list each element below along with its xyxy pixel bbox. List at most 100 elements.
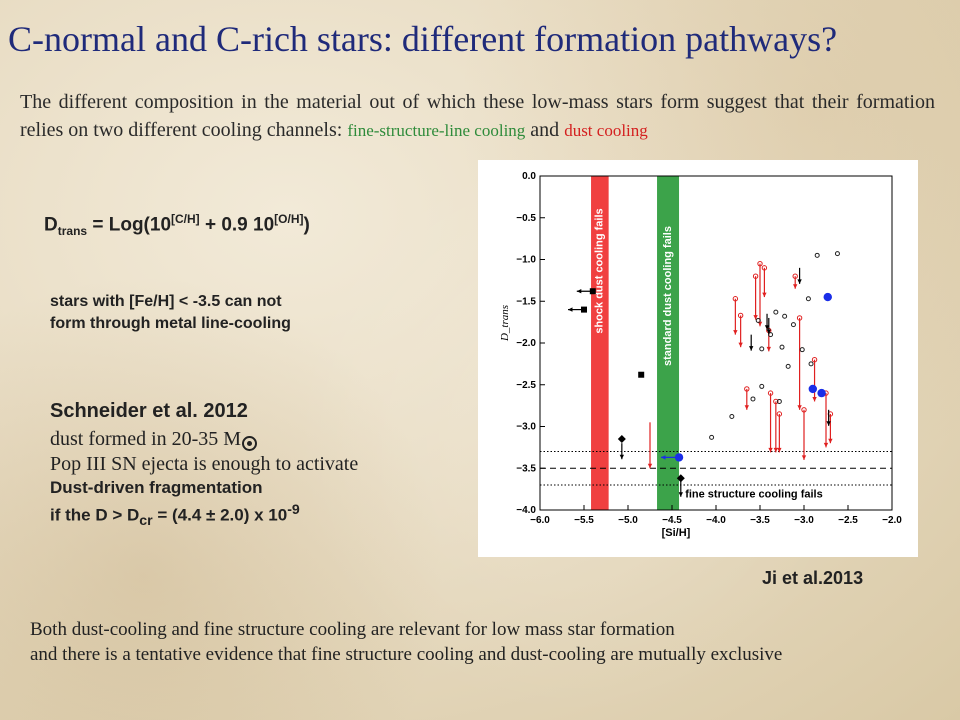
threshold-label: fine structure cooling fails — [685, 488, 823, 500]
y-tick-label: −1.5 — [516, 296, 536, 307]
red-open-point — [767, 390, 774, 396]
intro-paragraph: The different composition in the materia… — [20, 88, 935, 145]
cooling-band — [591, 176, 609, 510]
x-tick-label: −5.0 — [618, 515, 638, 526]
red-limit-arrow-head — [823, 442, 829, 448]
open-point — [776, 398, 782, 404]
metal-line-note: stars with [Fe/H] < -3.5 can not form th… — [50, 291, 430, 335]
y-tick-label: −2.0 — [516, 338, 536, 349]
conclusion-line-2: and there is a tentative evidence that f… — [30, 644, 783, 665]
citation: Ji et al.2013 — [762, 568, 864, 588]
dust-cooling-label: dust cooling — [564, 121, 648, 140]
y-axis-label: D_trans — [499, 305, 511, 342]
x-tick-label: −4.0 — [706, 515, 726, 526]
schneider-block: Schneider et al. 2012 dust formed in 20-… — [50, 400, 470, 532]
upper-limit-arrow-head — [619, 454, 625, 460]
schneider-reference: Schneider et al. 2012 — [50, 400, 248, 422]
schneider-line-4-post: = (4.4 ± 2.0) x 10 — [152, 505, 288, 525]
dtrans-subscript: trans — [57, 224, 88, 239]
red-limit-arrow-head — [797, 405, 802, 410]
and-label: and — [525, 119, 565, 141]
schneider-line-3: Dust-driven fragmentation — [50, 478, 263, 497]
dtrans-scatter-chart: shock dust cooling fails standard dust co… — [499, 171, 902, 539]
blue-point — [823, 292, 832, 302]
dtrans-plot: shock dust cooling fails standard dust co… — [478, 160, 918, 557]
open-point — [750, 396, 756, 402]
red-limit-arrow-head — [828, 438, 833, 444]
intro-text: The different composition in the materia… — [20, 91, 935, 141]
schneider-line-1-text: dust formed in 20-35 M — [50, 428, 242, 450]
open-point — [814, 252, 820, 258]
schneider-line-2: Pop III SN ejecta is enough to activate — [50, 453, 359, 475]
red-limit-arrow-head — [801, 455, 807, 460]
y-tick-label: −0.5 — [516, 213, 536, 224]
open-point — [755, 317, 761, 323]
red-open-point — [773, 398, 779, 405]
upper-limit-arrow-head — [797, 279, 802, 284]
upper-limit-arrow-head — [678, 492, 683, 497]
x-tick-label: −3.0 — [794, 515, 814, 526]
left-limit-arrow-head — [576, 289, 582, 294]
open-point — [768, 332, 774, 338]
open-point — [799, 347, 805, 353]
open-point — [782, 313, 788, 319]
open-point — [709, 434, 715, 440]
x-tick-label: −2.5 — [838, 515, 858, 526]
sun-icon — [242, 436, 258, 451]
upper-limit-arrow-head — [766, 329, 771, 334]
dcr-exponent: -9 — [287, 502, 300, 518]
open-point — [729, 413, 735, 419]
dtrans-end: ) — [303, 214, 310, 236]
dtrans-mid: = Log(10 — [87, 214, 172, 236]
band-label: shock dust cooling fails — [594, 208, 606, 333]
conclusion-line-1: Both dust-cooling and fine structure coo… — [30, 619, 675, 640]
schneider-line-4-pre: if the D > D — [50, 505, 140, 525]
cooling-band — [657, 176, 680, 510]
open-point — [785, 363, 791, 369]
red-limit-arrow-head — [744, 405, 749, 410]
dtrans-exp-carbon: [C/H] — [171, 212, 200, 226]
red-open-point — [737, 312, 744, 319]
schneider-line-4: if the D > Dcr = (4.4 ± 2.0) x 10-9 — [50, 499, 470, 532]
fine-structure-label: fine-structure-line cooling — [347, 121, 526, 140]
square-point — [589, 288, 596, 295]
x-tick-label: −2.0 — [882, 515, 902, 526]
red-open-point — [811, 357, 818, 363]
diamond-point — [676, 474, 685, 483]
y-tick-label: 0.0 — [522, 171, 536, 182]
x-tick-label: −4.5 — [662, 515, 682, 526]
dtrans-symbol: D — [44, 214, 58, 236]
red-open-point — [776, 411, 783, 417]
red-open-point — [792, 273, 798, 279]
y-tick-label: −1.0 — [516, 255, 536, 266]
conclusion: Both dust-cooling and fine structure coo… — [30, 617, 960, 667]
y-tick-label: −3.0 — [516, 422, 536, 433]
schneider-line-1: dust formed in 20-35 M — [50, 427, 470, 452]
open-point — [808, 361, 814, 367]
upper-limit-arrow-head — [764, 325, 770, 330]
red-open-point — [744, 386, 750, 392]
square-point — [581, 306, 587, 313]
red-limit-arrow-head — [738, 342, 743, 348]
left-limit-arrow-head — [568, 307, 573, 312]
slide-title: C-normal and C-rich stars: different for… — [8, 19, 838, 59]
dtrans-plus: + 0.9 10 — [199, 214, 275, 236]
x-axis-label: [Si/H] — [662, 527, 691, 539]
note-line-2: form through metal line-cooling — [50, 315, 291, 332]
blue-point — [808, 384, 817, 394]
red-limit-arrow-head — [757, 321, 763, 327]
red-open-point — [761, 265, 768, 271]
blue-point — [817, 388, 826, 398]
open-point — [790, 322, 796, 328]
y-tick-label: −4.0 — [516, 505, 536, 516]
diamond-point — [617, 435, 626, 444]
upper-limit-arrow-head — [826, 421, 831, 426]
red-limit-arrow-head — [768, 447, 773, 453]
red-limit-arrow-head — [733, 330, 738, 335]
y-tick-label: −2.5 — [516, 380, 536, 391]
open-point — [759, 346, 765, 352]
red-open-point — [801, 407, 807, 413]
x-tick-label: −5.5 — [574, 515, 594, 526]
red-open-point — [796, 315, 803, 321]
open-point — [834, 251, 840, 257]
